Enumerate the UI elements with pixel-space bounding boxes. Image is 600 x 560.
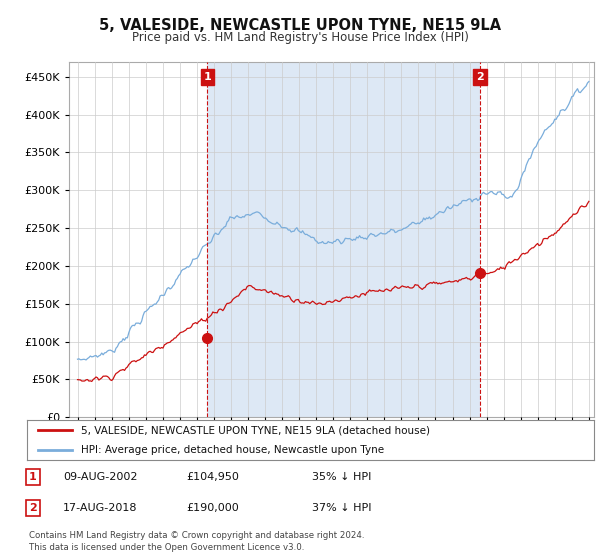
Text: £104,950: £104,950	[186, 472, 239, 482]
Text: 5, VALESIDE, NEWCASTLE UPON TYNE, NE15 9LA (detached house): 5, VALESIDE, NEWCASTLE UPON TYNE, NE15 9…	[81, 425, 430, 435]
Text: 2: 2	[476, 72, 484, 82]
Text: 37% ↓ HPI: 37% ↓ HPI	[312, 503, 371, 513]
Text: 09-AUG-2002: 09-AUG-2002	[63, 472, 137, 482]
Text: HPI: Average price, detached house, Newcastle upon Tyne: HPI: Average price, detached house, Newc…	[81, 445, 384, 455]
Text: 1: 1	[29, 472, 37, 482]
Text: 2: 2	[29, 503, 37, 513]
Bar	[208, 62, 480, 417]
Text: 35% ↓ HPI: 35% ↓ HPI	[312, 472, 371, 482]
Text: 17-AUG-2018: 17-AUG-2018	[63, 503, 137, 513]
Text: 1: 1	[203, 72, 211, 82]
Text: Contains HM Land Registry data © Crown copyright and database right 2024.
This d: Contains HM Land Registry data © Crown c…	[29, 531, 364, 552]
Text: Price paid vs. HM Land Registry's House Price Index (HPI): Price paid vs. HM Land Registry's House …	[131, 31, 469, 44]
Text: £190,000: £190,000	[186, 503, 239, 513]
Text: 5, VALESIDE, NEWCASTLE UPON TYNE, NE15 9LA: 5, VALESIDE, NEWCASTLE UPON TYNE, NE15 9…	[99, 18, 501, 33]
